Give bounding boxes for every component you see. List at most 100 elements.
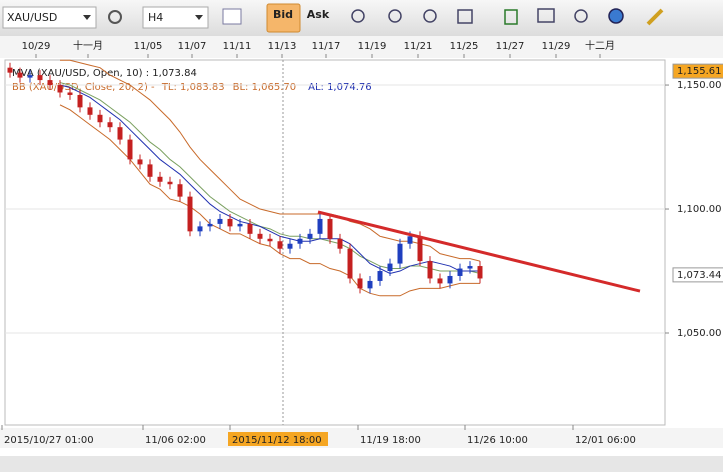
candle-body (67, 92, 73, 95)
highlight-label-bg (228, 432, 328, 446)
candle-body (47, 80, 53, 86)
top-axis-label: 11/05 (134, 41, 163, 52)
candle-body (287, 243, 293, 249)
top-axis-label: 11/17 (312, 41, 341, 52)
candle-body (167, 181, 173, 185)
candle-body (447, 275, 453, 284)
legend-tl: TL: 1,083.83 (161, 82, 225, 93)
y-tick-label: 1,150.00 (677, 80, 722, 91)
candle-body (317, 218, 323, 234)
link-icon[interactable] (108, 10, 122, 24)
candle-body (157, 176, 163, 182)
toolbar: XAU/USD H4 Bid Ask (0, 0, 723, 36)
candle-body (397, 243, 403, 264)
bottom-axis-bg (0, 428, 723, 448)
candle-body (207, 223, 213, 227)
tool-icon[interactable] (608, 8, 624, 24)
legend-al: AL: 1,074.76 (308, 82, 372, 93)
candle-body (247, 223, 253, 234)
price-marker-label: 1,073.44 (677, 270, 722, 281)
legend-mva: MVA (XAU/USD, Open, 10) : 1,073.84 (12, 68, 197, 79)
candle-body (377, 271, 383, 281)
y-tick-label: 1,050.00 (677, 328, 722, 339)
candle-body (387, 263, 393, 272)
bid: Bid (273, 8, 293, 21)
candle-body (117, 127, 123, 140)
candle-body (147, 164, 153, 177)
candle-body (457, 268, 463, 276)
candle-body (407, 236, 413, 244)
bottom-axis-label: 2015/11/12 18:00 (232, 435, 322, 446)
tool-icons (351, 8, 664, 26)
y-tick-label: 1,100.00 (677, 204, 722, 215)
scrollbar[interactable] (0, 456, 723, 472)
tool-icon[interactable] (574, 9, 588, 23)
price-marker (672, 267, 723, 283)
legend-bl: BL: 1,065.70 (233, 82, 297, 93)
trendline (317, 210, 641, 293)
symbol: XAU/USD (7, 11, 57, 24)
candle-body (257, 233, 263, 239)
top-axis-label: 11/13 (268, 41, 297, 52)
tool-icon[interactable] (646, 8, 664, 26)
candle-body (237, 223, 243, 227)
price-marker (672, 63, 723, 79)
candle-body (467, 266, 473, 269)
candle-body (327, 218, 333, 239)
candle-body (37, 75, 43, 81)
bottom-axis-label: 12/01 06:00 (575, 435, 636, 446)
legend-bb-name: BB (XAU/USD, Close, 20, 2) - (12, 82, 158, 93)
candle-body (267, 238, 273, 242)
candle-body (417, 236, 423, 262)
top-axis-label: 11/07 (178, 41, 207, 52)
top-axis-label: 11/19 (358, 41, 387, 52)
top-axis-label: 11/27 (496, 41, 525, 52)
candle-body (77, 94, 83, 108)
top-axis-label: 十二月 (585, 39, 615, 52)
bid-button[interactable] (266, 3, 301, 33)
top-axis-label: 11/29 (542, 41, 571, 52)
candle-body (307, 233, 313, 239)
candle-body (427, 261, 433, 279)
candle-body (27, 75, 33, 78)
candle-body (337, 238, 343, 249)
bottom-axis-label: 11/26 10:00 (467, 435, 528, 446)
candle-body (17, 72, 23, 78)
top-axis-bg (0, 36, 723, 58)
tool-icon[interactable] (351, 9, 365, 23)
candle-body (477, 266, 483, 279)
candle-body (367, 280, 373, 289)
candle-body (7, 67, 13, 73)
candle-body (197, 226, 203, 232)
top-axis-label: 11/11 (223, 41, 252, 52)
candle-body (437, 278, 443, 284)
price-marker-label: 1,155.61 (677, 66, 722, 77)
legend-bb: BB (XAU/USD, Close, 20, 2) - TL: 1,083.8… (12, 82, 372, 93)
tool-icon[interactable] (457, 9, 473, 24)
candle-body (57, 85, 63, 93)
symbol-select[interactable] (2, 6, 97, 29)
candle-body (227, 218, 233, 227)
candle-body (277, 241, 283, 249)
candle-body (347, 248, 353, 279)
tool-icon[interactable] (537, 8, 555, 23)
tool-icon[interactable] (388, 9, 402, 23)
chart-type-icon[interactable] (222, 8, 242, 25)
dropdown-arrow (195, 15, 203, 20)
candle-body (97, 114, 103, 123)
candle-body (137, 159, 143, 165)
timeframe: H4 (148, 11, 163, 24)
candle-body (357, 278, 363, 289)
candle-body (177, 184, 183, 197)
top-axis-label: 10/29 (22, 41, 51, 52)
top-axis-label: 十一月 (73, 39, 103, 52)
bottom-axis-label: 11/06 02:00 (145, 435, 206, 446)
timeframe-select[interactable] (142, 6, 209, 29)
tool-icon[interactable] (423, 9, 437, 23)
candle-body (87, 107, 93, 115)
indicator-line (59, 84, 480, 275)
ask[interactable]: Ask (307, 8, 330, 21)
tool-icon[interactable] (504, 9, 518, 25)
